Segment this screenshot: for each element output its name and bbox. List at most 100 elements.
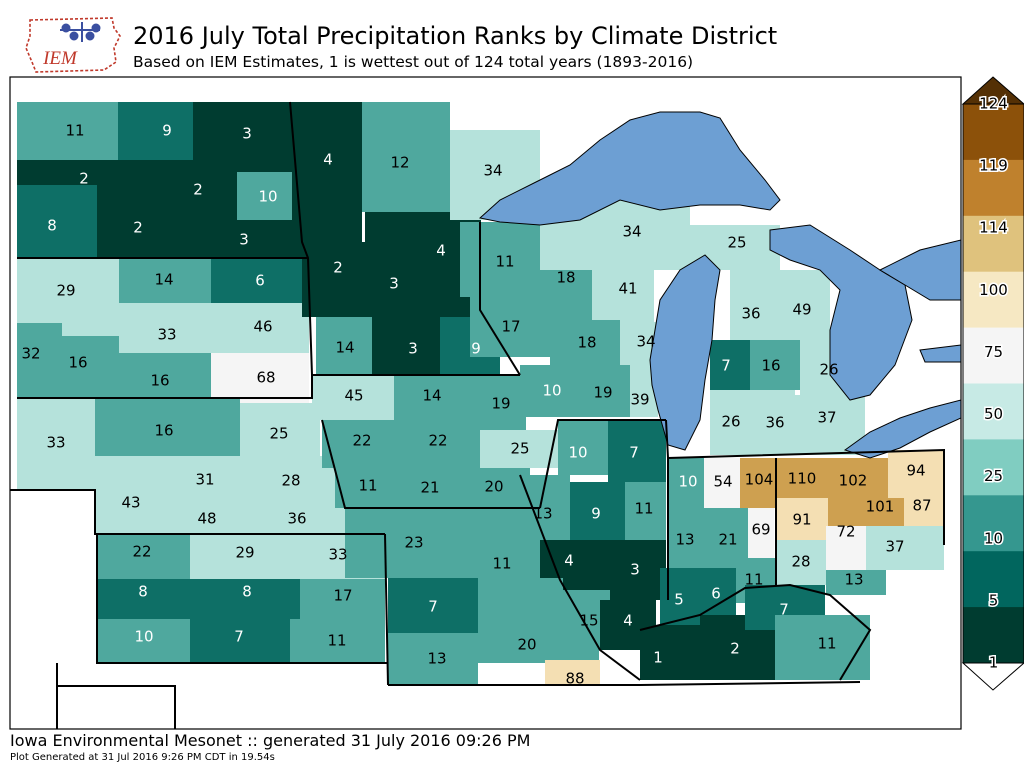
district-fill	[700, 568, 736, 623]
district-fill	[190, 619, 290, 663]
district-rank-label: 8	[47, 217, 57, 235]
district-rank-label: 13	[427, 650, 446, 668]
district-rank-label: 3	[408, 340, 418, 358]
district-fill	[95, 456, 165, 534]
footer-generated: Iowa Environmental Mesonet :: generated …	[10, 731, 531, 750]
district-fill	[478, 633, 563, 663]
colorbar: 124 119 114 100 75 50 25 10 5 1	[961, 76, 1024, 691]
district-fill	[335, 468, 402, 508]
district-rank-label: 4	[623, 612, 633, 630]
district-rank-label: 16	[150, 372, 169, 390]
district-rank-label: 18	[577, 334, 596, 352]
district-fill	[563, 590, 599, 660]
district-rank-label: 37	[885, 538, 904, 556]
district-fill	[826, 526, 866, 570]
district-fill	[748, 508, 774, 558]
district-fill	[545, 660, 600, 685]
district-rank-label: 94	[906, 462, 925, 480]
district-rank-label: 11	[744, 571, 763, 589]
district-rank-label: 45	[344, 387, 363, 405]
district-rank-label: 4	[564, 552, 574, 570]
district-fill	[402, 468, 465, 508]
district-fill	[710, 390, 755, 455]
district-fill	[17, 398, 95, 490]
district-rank-label: 3	[630, 561, 640, 579]
district-fill	[888, 450, 944, 498]
colorbar-segment	[963, 383, 1024, 440]
district-rank-label: 11	[817, 635, 836, 653]
district-fill	[97, 195, 177, 257]
district-rank-label: 37	[817, 409, 836, 427]
district-rank-label: 11	[492, 555, 511, 573]
district-fill	[570, 482, 625, 540]
district-fill	[237, 172, 302, 222]
district-fill	[580, 365, 630, 417]
district-rank-label: 87	[912, 497, 931, 515]
district-rank-label: 46	[253, 318, 272, 336]
district-rank-label: 34	[622, 223, 641, 241]
district-fill	[119, 303, 211, 353]
district-rank-label: 11	[65, 122, 84, 140]
district-rank-label: 17	[333, 587, 352, 605]
map-frame	[9, 76, 962, 730]
district-rank-label: 29	[235, 544, 254, 562]
district-fill	[292, 102, 362, 242]
district-fill	[660, 568, 700, 628]
district-rank-label: 6	[711, 585, 721, 603]
lake-huron	[769, 224, 913, 401]
lake-ontario-st-clair	[919, 344, 961, 363]
logo-text: IEM	[42, 48, 78, 69]
district-rank-label: 19	[491, 395, 510, 413]
lake-michigan	[649, 254, 721, 451]
district-fill	[316, 317, 372, 375]
colorbar-segment	[963, 551, 1024, 608]
colorbar-segment	[963, 495, 1024, 552]
district-rank-label: 36	[765, 414, 784, 432]
colorbar-segment	[963, 159, 1024, 217]
district-fill	[372, 317, 440, 375]
district-rank-label: 3	[239, 231, 249, 249]
district-rank-label: 11	[327, 632, 346, 650]
district-rank-label: 104	[745, 471, 774, 489]
district-rank-label: 33	[157, 326, 176, 344]
district-rank-label: 16	[68, 354, 87, 372]
district-rank-label: 7	[629, 444, 639, 462]
district-fill	[480, 430, 558, 468]
district-fill	[312, 375, 394, 420]
district-rank-label: 2	[133, 219, 143, 237]
district-rank-label: 6	[255, 272, 265, 290]
colorbar-tick-label: 50	[984, 405, 1003, 423]
colorbar-tick-label: 25	[984, 467, 1003, 485]
district-fill	[322, 420, 402, 468]
district-fill	[460, 508, 540, 578]
district-rank-label: 22	[352, 432, 371, 450]
district-rank-label: 25	[727, 234, 746, 252]
district-fill	[97, 579, 190, 619]
district-rank-label: 1	[653, 649, 663, 667]
district-fill	[750, 340, 800, 390]
district-rank-label: 29	[56, 282, 75, 300]
district-rank-label: 20	[517, 636, 536, 654]
district-fill	[465, 468, 530, 508]
district-fill	[119, 258, 211, 303]
district-rank-label: 5	[674, 591, 684, 609]
district-fill	[550, 320, 620, 365]
district-rank-label: 22	[132, 543, 151, 561]
district-fill	[165, 456, 245, 498]
district-fill	[190, 534, 300, 579]
iem-logo: IEM	[25, 17, 121, 73]
district-rank-label: 14	[335, 339, 354, 357]
district-rank-label: 10	[542, 382, 561, 400]
district-rank-label: 54	[713, 473, 732, 491]
district-rank-label: 4	[323, 151, 333, 169]
district-fill	[776, 540, 826, 585]
colorbar-segment	[963, 327, 1024, 384]
district-rank-label: 32	[21, 345, 40, 363]
district-rank-label: 22	[428, 432, 447, 450]
district-rank-label: 14	[422, 387, 441, 405]
district-fill	[97, 619, 190, 663]
district-rank-label: 91	[792, 511, 811, 529]
district-rank-label: 26	[721, 413, 740, 431]
district-rank-label: 41	[618, 280, 637, 298]
district-rank-label: 34	[636, 333, 655, 351]
